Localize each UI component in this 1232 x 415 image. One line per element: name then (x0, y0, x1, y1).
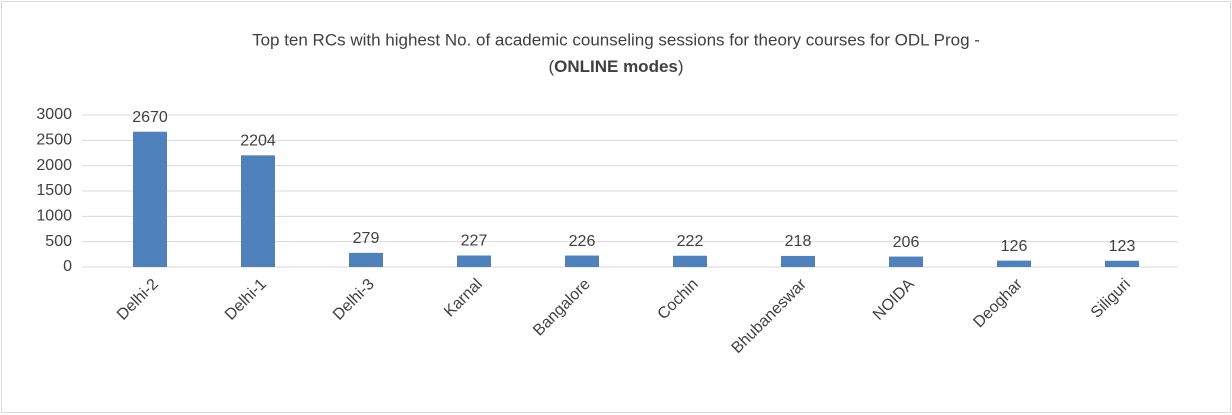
chart-title: Top ten RCs with highest No. of academic… (252, 30, 980, 49)
value-label: 126 (1001, 238, 1028, 255)
title-emphasis: ONLINE modes (554, 57, 678, 76)
bar (565, 255, 599, 267)
y-tick-label: 2000 (36, 157, 72, 174)
value-label: 227 (461, 233, 488, 250)
bar (349, 252, 383, 267)
bar (1105, 260, 1139, 267)
value-label: 206 (893, 234, 920, 251)
bar (889, 256, 923, 267)
value-label: 218 (785, 233, 812, 250)
bar (673, 255, 707, 267)
chart-title-line2: (ONLINE modes) (548, 57, 683, 76)
bar (133, 131, 167, 267)
y-tick-label: 1500 (36, 182, 72, 199)
value-label: 2670 (132, 109, 168, 126)
value-label: 123 (1109, 238, 1136, 255)
y-tick-label: 1000 (36, 208, 72, 225)
title-paren-open: ( (548, 57, 554, 76)
bar (241, 155, 275, 267)
bar (457, 255, 491, 267)
bar (781, 255, 815, 267)
value-label: 222 (677, 233, 704, 250)
y-tick-label: 500 (45, 233, 72, 250)
value-label: 2204 (240, 133, 276, 150)
y-tick-label: 0 (63, 258, 72, 275)
value-label: 226 (569, 233, 596, 250)
value-label: 279 (353, 230, 380, 247)
bar (997, 260, 1031, 267)
y-tick-label: 3000 (36, 106, 72, 123)
y-tick-label: 2500 (36, 132, 72, 149)
title-paren-close: ) (678, 57, 684, 76)
